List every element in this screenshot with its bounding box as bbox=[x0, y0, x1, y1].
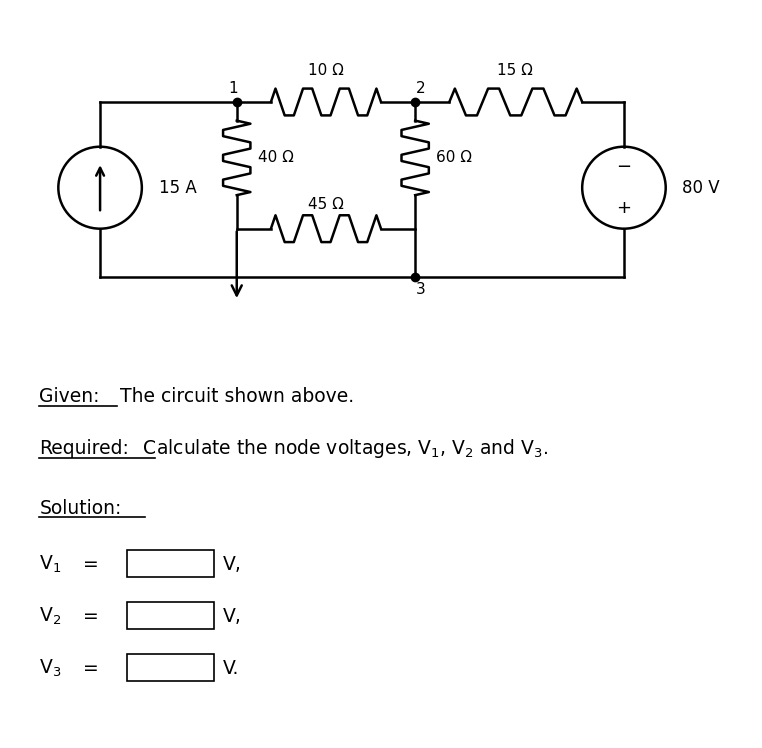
Text: V$_3$: V$_3$ bbox=[40, 657, 62, 679]
Text: V,: V, bbox=[223, 554, 242, 574]
Text: 45 Ω: 45 Ω bbox=[308, 197, 344, 212]
Text: +: + bbox=[616, 199, 632, 217]
Text: 2: 2 bbox=[415, 81, 425, 96]
Text: =: = bbox=[82, 607, 98, 625]
FancyBboxPatch shape bbox=[126, 550, 214, 577]
Text: 10 Ω: 10 Ω bbox=[308, 63, 344, 78]
Text: −: − bbox=[616, 158, 632, 177]
Text: V$_1$: V$_1$ bbox=[40, 554, 62, 574]
Text: V,: V, bbox=[223, 607, 242, 625]
Text: 3: 3 bbox=[415, 282, 425, 297]
Text: Calculate the node voltages, V$_1$, V$_2$ and V$_3$.: Calculate the node voltages, V$_1$, V$_2… bbox=[136, 437, 548, 460]
Text: 15 Ω: 15 Ω bbox=[498, 63, 533, 78]
Text: Solution:: Solution: bbox=[40, 499, 122, 518]
Text: V$_2$: V$_2$ bbox=[40, 606, 62, 627]
Text: 15 A: 15 A bbox=[158, 179, 197, 197]
Text: =: = bbox=[82, 659, 98, 678]
Text: 1: 1 bbox=[228, 81, 238, 96]
Text: 60 Ω: 60 Ω bbox=[437, 150, 472, 165]
Text: Given:: Given: bbox=[40, 387, 100, 406]
Text: =: = bbox=[82, 554, 98, 574]
Text: 40 Ω: 40 Ω bbox=[258, 150, 294, 165]
Text: V.: V. bbox=[223, 659, 239, 678]
Text: Required:: Required: bbox=[40, 439, 130, 458]
FancyBboxPatch shape bbox=[126, 602, 214, 629]
FancyBboxPatch shape bbox=[126, 654, 214, 681]
Text: The circuit shown above.: The circuit shown above. bbox=[114, 387, 354, 406]
Text: 80 V: 80 V bbox=[683, 179, 720, 197]
